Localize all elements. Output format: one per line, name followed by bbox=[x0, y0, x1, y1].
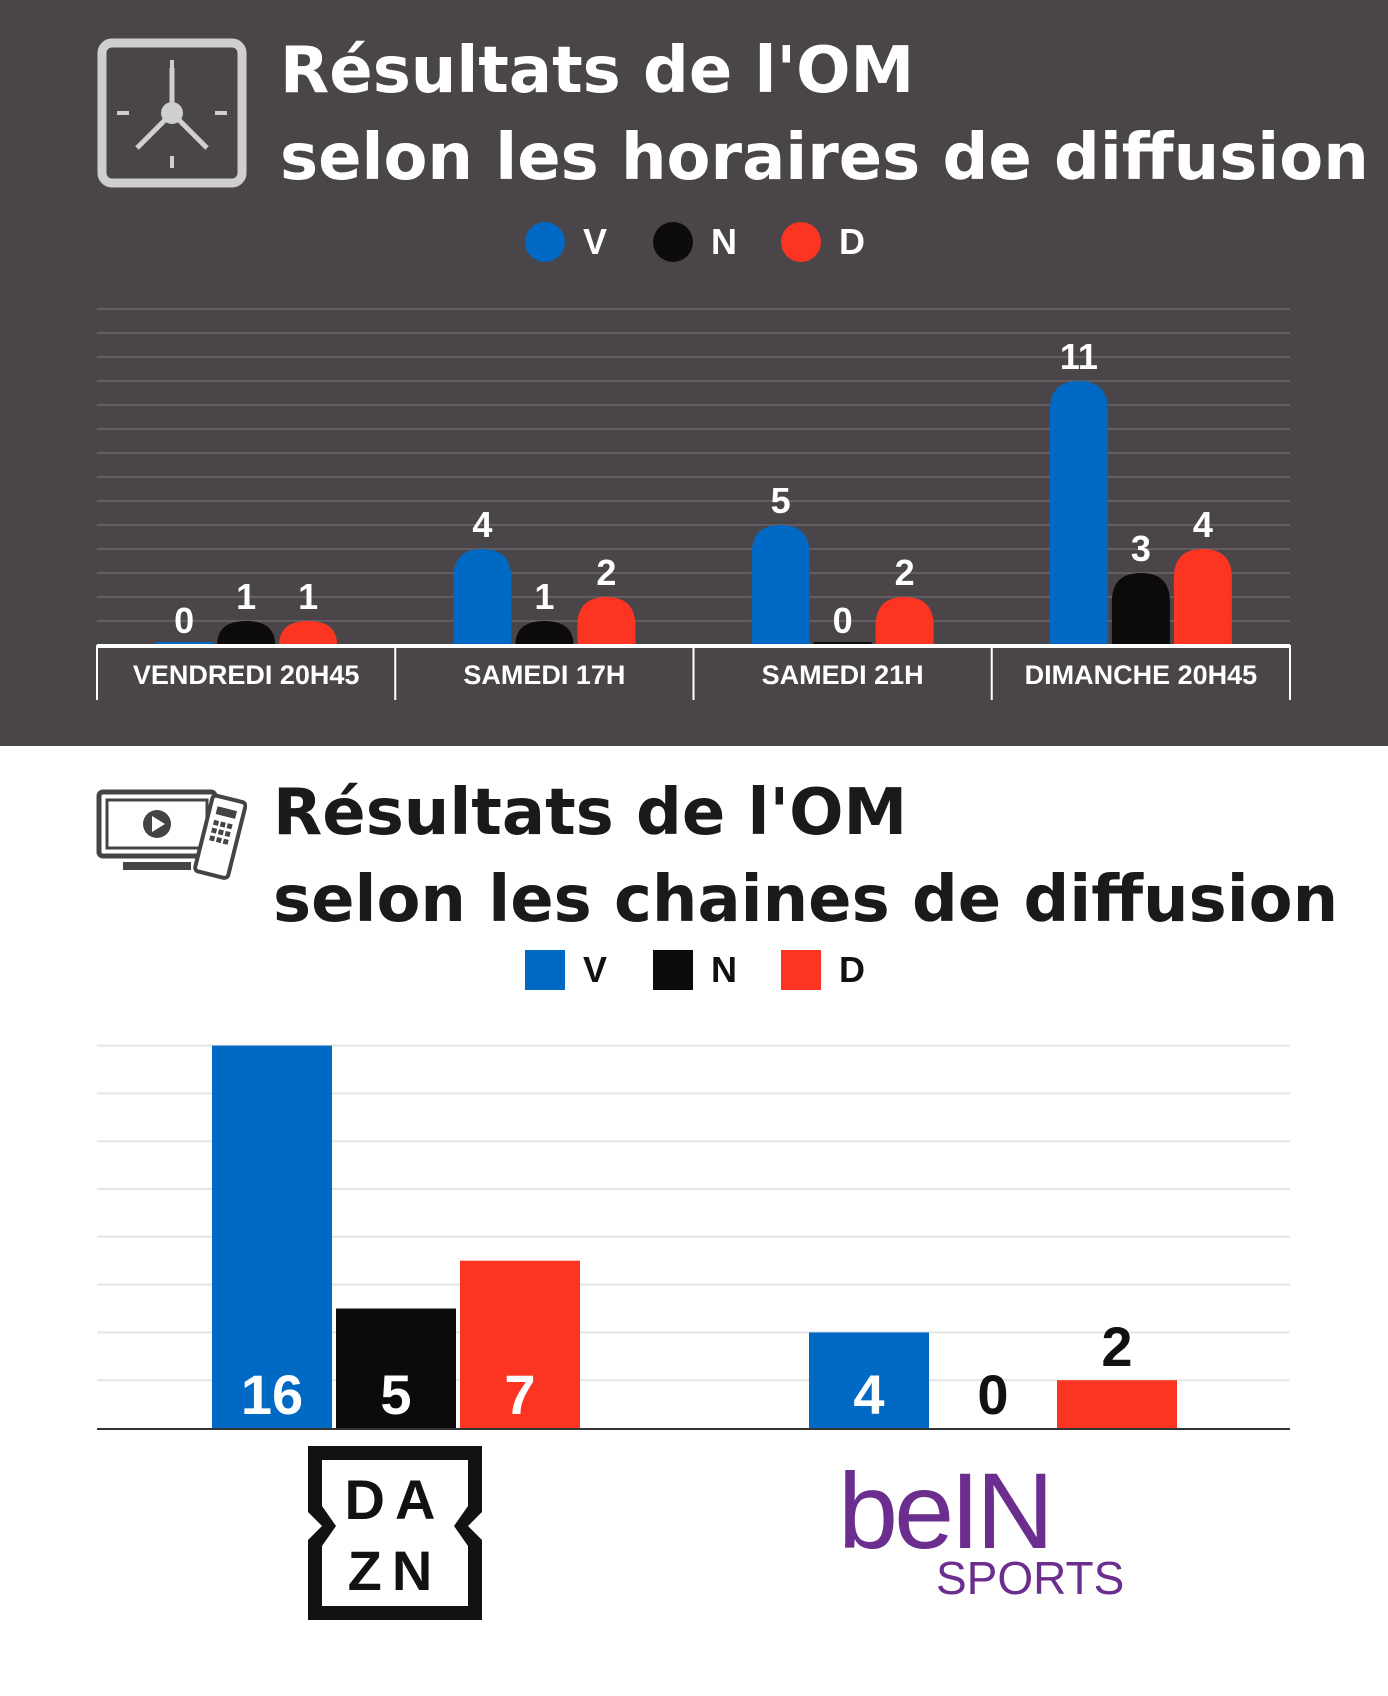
legend-label-d: D bbox=[839, 221, 865, 262]
top-data-label: 4 bbox=[472, 504, 492, 545]
legend-swatch-n bbox=[653, 950, 693, 990]
bottom-bar-d-1 bbox=[1057, 1380, 1177, 1428]
bottom-data-label: 2 bbox=[1101, 1315, 1132, 1378]
bottom-bar-n-0 bbox=[336, 1308, 456, 1428]
bottom-panel: Résultats de l'OM selon les chaines de d… bbox=[0, 746, 1388, 1696]
bottom-data-label: 4 bbox=[853, 1363, 884, 1426]
legend-label-n: N bbox=[711, 949, 737, 990]
legend-label-d: D bbox=[839, 949, 865, 990]
top-data-label: 1 bbox=[298, 576, 318, 617]
top-bar-v-1 bbox=[453, 549, 512, 645]
bottom-data-label: 5 bbox=[380, 1363, 411, 1426]
top-category-label: DIMANCHE 20H45 bbox=[1025, 660, 1258, 690]
bottom-data-label: 16 bbox=[241, 1363, 303, 1426]
legend-swatch-n bbox=[653, 222, 693, 262]
legend-swatch-v bbox=[525, 950, 565, 990]
bottom-title-line2: selon les chaines de diffusion bbox=[273, 863, 1339, 937]
top-title-line1: Résultats de l'OM bbox=[280, 34, 915, 108]
dazn-logo-line2: ZN bbox=[348, 1539, 443, 1602]
top-data-label: 4 bbox=[1193, 504, 1213, 545]
top-data-label: 0 bbox=[833, 600, 853, 641]
tv-remote-icon bbox=[95, 786, 247, 886]
bottom-bar-d-0 bbox=[460, 1260, 580, 1428]
top-data-label: 2 bbox=[596, 552, 616, 593]
top-bar-d-2 bbox=[875, 597, 934, 645]
bottom-title-line1: Résultats de l'OM bbox=[273, 776, 908, 850]
top-data-label: 0 bbox=[174, 600, 194, 641]
top-bar-n-3 bbox=[1111, 573, 1170, 645]
top-data-label: 1 bbox=[236, 576, 256, 617]
legend-label-v: V bbox=[583, 221, 608, 262]
dazn-logo-line1: DA bbox=[345, 1468, 446, 1531]
legend-swatch-d bbox=[781, 950, 821, 990]
bein-logo-sub: SPORTS bbox=[936, 1552, 1124, 1602]
bottom-bar-v-0 bbox=[212, 1045, 332, 1428]
top-data-label: 5 bbox=[771, 480, 791, 521]
top-category-label: VENDREDI 20H45 bbox=[133, 660, 360, 690]
bottom-chart-title: Résultats de l'OM selon les chaines de d… bbox=[273, 770, 1338, 944]
bottom-bar-v-1 bbox=[809, 1332, 929, 1428]
dazn-logo: DA ZN bbox=[302, 1440, 488, 1626]
top-data-label: 2 bbox=[895, 552, 915, 593]
top-bar-v-3 bbox=[1049, 381, 1108, 645]
top-bar-n-1 bbox=[515, 621, 574, 645]
top-bar-n-0 bbox=[217, 621, 276, 645]
top-chart-title: Résultats de l'OM selon les horaires de … bbox=[280, 28, 1369, 202]
legend-label-n: N bbox=[711, 221, 737, 262]
top-bar-d-3 bbox=[1173, 549, 1232, 645]
top-data-label: 11 bbox=[1060, 336, 1098, 377]
clock-icon bbox=[97, 38, 247, 188]
bein-sports-logo: beIN SPORTS bbox=[836, 1452, 1136, 1602]
top-bar-v-0 bbox=[155, 642, 214, 645]
bottom-data-label: 7 bbox=[504, 1363, 535, 1426]
top-category-label: SAMEDI 17H bbox=[463, 660, 625, 690]
top-bar-n-2 bbox=[813, 642, 872, 645]
top-bar-d-0 bbox=[279, 621, 338, 645]
top-bar-d-1 bbox=[577, 597, 636, 645]
top-bar-v-2 bbox=[751, 525, 810, 645]
top-gridlines bbox=[97, 308, 1290, 622]
bottom-bar-chart: 16 5 7 4 0 2 bbox=[97, 1044, 1290, 1430]
top-data-label: 3 bbox=[1131, 528, 1151, 569]
bein-logo-main: beIN bbox=[838, 1452, 1050, 1571]
legend-label-v: V bbox=[583, 949, 608, 990]
top-panel: Résultats de l'OM selon les horaires de … bbox=[0, 0, 1388, 746]
bottom-data-label: 0 bbox=[977, 1363, 1008, 1426]
legend-swatch-d bbox=[781, 222, 821, 262]
top-category-label: SAMEDI 21H bbox=[762, 660, 924, 690]
legend-swatch-v bbox=[525, 222, 565, 262]
top-data-label: 1 bbox=[534, 576, 554, 617]
top-title-line2: selon les horaires de diffusion bbox=[280, 121, 1369, 195]
